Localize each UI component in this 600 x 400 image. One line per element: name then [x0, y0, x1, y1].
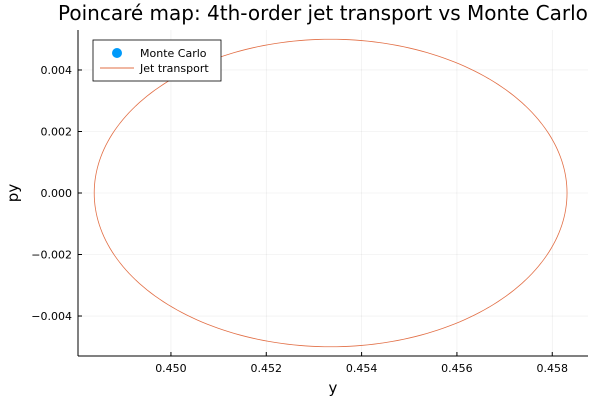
y-tick-label: 0.004 [41, 64, 73, 77]
jet-transport-curve [93, 38, 568, 348]
legend-marker-monte-carlo [112, 48, 122, 58]
x-tick-label: 0.454 [346, 362, 378, 375]
y-tick-label: 0.000 [41, 187, 73, 200]
x-tick-label: 0.456 [441, 362, 473, 375]
legend-box [92, 39, 222, 82]
chart-title: Poincaré map: 4th-order jet transport vs… [58, 1, 588, 25]
grid-lines [78, 30, 588, 356]
y-axis-ticks: −0.004 −0.002 0.000 0.002 0.004 [31, 64, 82, 323]
y-axis-label: py [4, 184, 22, 203]
plot-series [93, 38, 568, 348]
x-tick-label: 0.452 [251, 362, 283, 375]
y-tick-label: −0.004 [31, 310, 72, 323]
y-tick-label: 0.002 [41, 125, 73, 138]
x-axis-label: y [329, 379, 338, 397]
legend-label-monte-carlo: Monte Carlo [140, 47, 207, 60]
x-axis-ticks: 0.450 0.452 0.454 0.456 0.458 [155, 352, 568, 375]
legend-label-jet-transport: Jet transport [139, 62, 209, 75]
x-tick-label: 0.450 [155, 362, 187, 375]
y-tick-label: −0.002 [31, 249, 72, 262]
x-tick-label: 0.458 [537, 362, 569, 375]
legend: Monte Carlo Jet transport [92, 39, 222, 82]
